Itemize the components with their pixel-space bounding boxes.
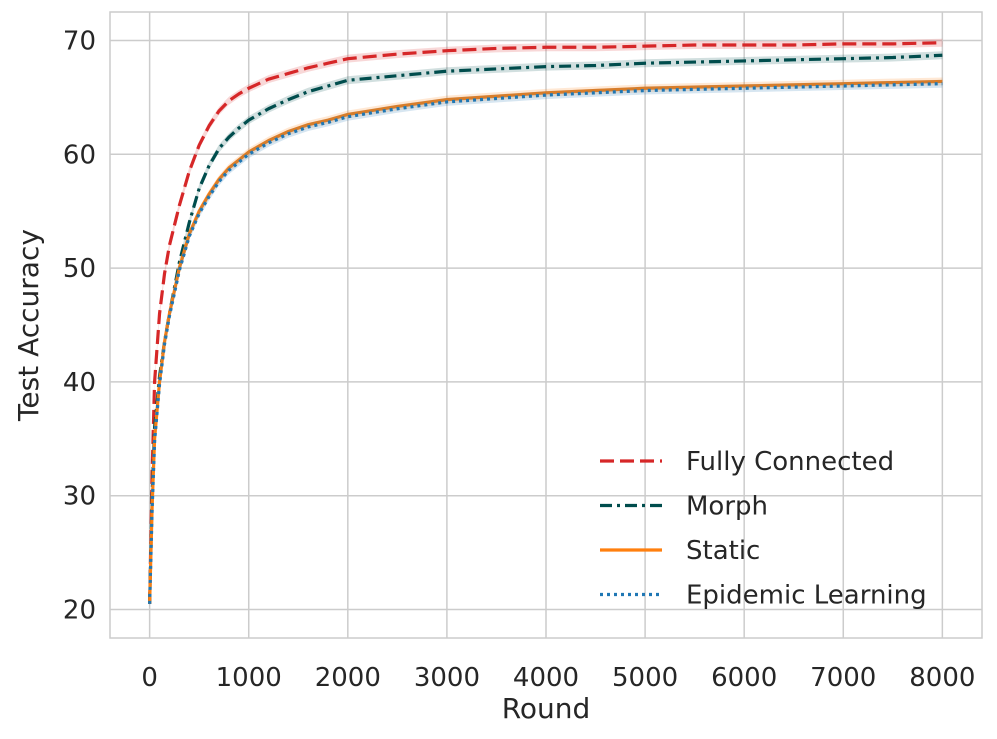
x-tick-label: 8000 xyxy=(909,663,975,693)
x-tick-label: 2000 xyxy=(315,663,381,693)
x-tick-label: 0 xyxy=(141,663,158,693)
series-line-epidemic-learning xyxy=(148,82,943,604)
series-line-fully-connected xyxy=(148,41,943,604)
y-tick-label: 30 xyxy=(63,482,96,512)
legend-label-fully-connected: Fully Connected xyxy=(686,447,894,477)
y-tick-label: 60 xyxy=(63,140,96,170)
plot-frame xyxy=(109,11,983,639)
x-tick-label: 3000 xyxy=(414,663,480,693)
y-tick-labels: 20 30 40 50 60 70 xyxy=(63,26,96,625)
legend-label-morph: Morph xyxy=(686,492,768,522)
y-tick-label: 20 xyxy=(63,596,96,626)
x-axis-label: Round xyxy=(502,692,591,725)
series-layer xyxy=(148,38,943,608)
y-tick-label: 70 xyxy=(63,26,96,56)
x-tick-label: 1000 xyxy=(216,663,282,693)
x-tick-labels: 0 1000 2000 3000 4000 5000 6000 7000 8000 xyxy=(141,663,975,693)
y-axis-label: Test Accuracy xyxy=(12,229,45,422)
legend: Fully Connected Morph Static Epidemic Learn… xyxy=(600,447,927,611)
x-tick-label: 6000 xyxy=(711,663,777,693)
legend-label-static: Static xyxy=(686,536,760,566)
series-line-static xyxy=(148,79,943,604)
x-tick-label: 4000 xyxy=(513,663,579,693)
y-tick-label: 40 xyxy=(63,368,96,398)
legend-label-epidemic-learning: Epidemic Learning xyxy=(686,581,927,611)
x-tick-label: 5000 xyxy=(612,663,678,693)
grid xyxy=(110,12,982,638)
x-tick-label: 7000 xyxy=(810,663,876,693)
series-line-morph xyxy=(148,53,943,604)
y-tick-label: 50 xyxy=(63,254,96,284)
